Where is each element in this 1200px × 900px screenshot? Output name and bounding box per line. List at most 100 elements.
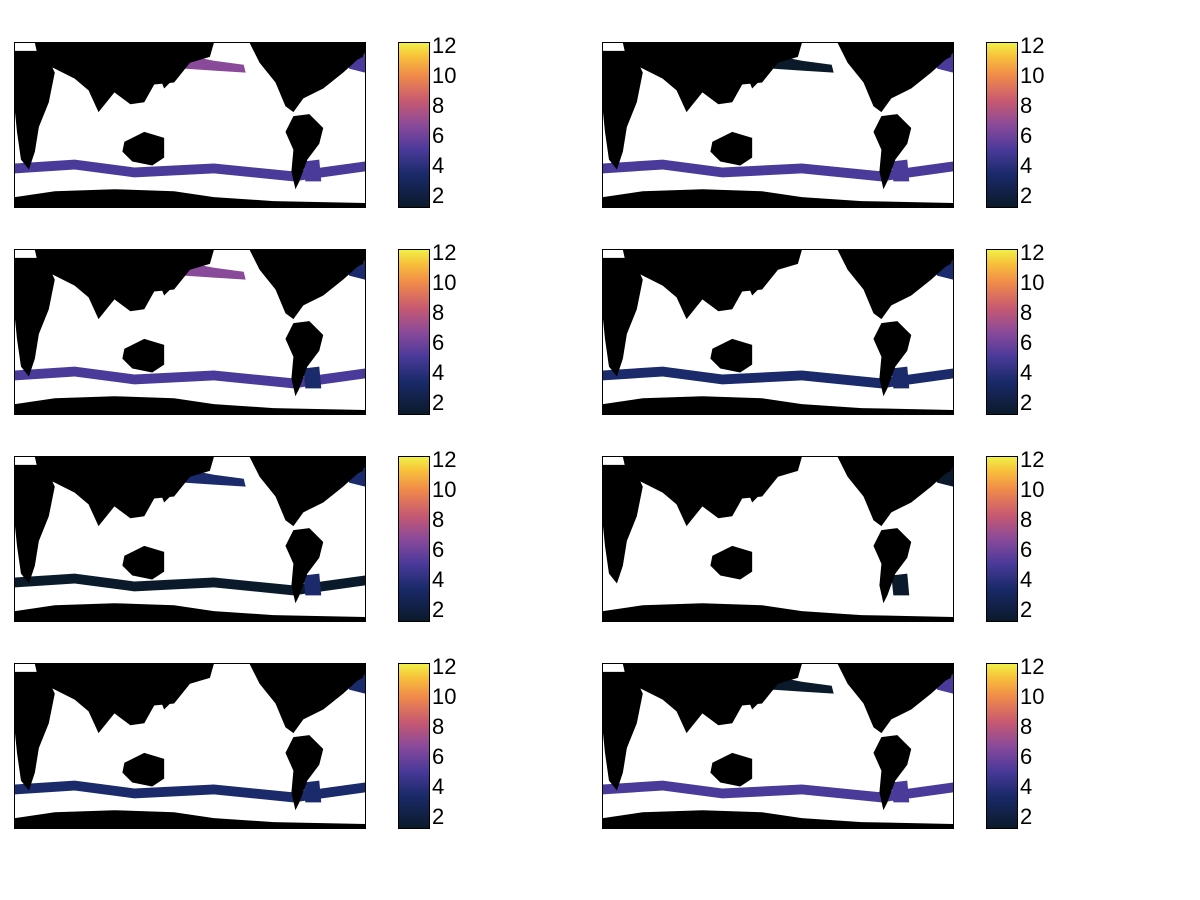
land-antarctica: [15, 603, 365, 621]
colorbar-tick-label: 2: [432, 183, 445, 209]
colorbar-tick-label: 4: [432, 567, 445, 593]
south-atlantic-patch: [891, 780, 910, 803]
colorbar: [398, 249, 430, 415]
colorbar-tick-label: 4: [1020, 567, 1033, 593]
colorbar-ticks: 2 4 6 8 10 12: [432, 449, 482, 622]
colorbar-tick-label: 12: [1020, 33, 1045, 59]
land-japan: [748, 691, 759, 710]
south-atlantic-patch: [891, 159, 910, 182]
colorbar-tick-label: 12: [432, 240, 457, 266]
south-atlantic-patch: [303, 159, 322, 182]
colorbar-tick-label: 10: [432, 684, 457, 710]
land-south-america: [285, 528, 324, 604]
colorbar-ticks: 2 4 6 8 10 12: [432, 242, 482, 416]
land-africa: [15, 464, 55, 584]
land-south-america: [285, 735, 324, 811]
colorbar-tick-label: 4: [432, 153, 445, 179]
southern-ocean-band: [15, 780, 365, 803]
land-south-america: [285, 114, 324, 190]
land-antarctica: [603, 603, 953, 621]
land-australia: [710, 131, 753, 166]
southern-ocean-band: [603, 366, 953, 389]
land-south-america: [873, 114, 912, 190]
map-panel-2: 2 4 6 8 10 12: [602, 35, 1072, 212]
colorbar-tick-label: 6: [1020, 537, 1033, 563]
land-antarctica: [603, 810, 953, 828]
colorbar-ticks: 2 4 6 8 10 12: [1020, 35, 1070, 208]
land-north-america: [837, 457, 953, 527]
land-greenland: [331, 43, 365, 65]
land-japan: [748, 484, 759, 503]
land-africa: [15, 50, 55, 170]
colorbar-ticks: 2 4 6 8 10 12: [432, 656, 482, 829]
map-frame: [14, 663, 366, 829]
land-africa: [603, 671, 643, 791]
colorbar-tick-label: 12: [432, 447, 457, 473]
colorbar: [398, 42, 430, 208]
colorbar-tick-label: 8: [432, 507, 445, 533]
map-panel-8: 2 4 6 8 10 12: [602, 656, 1072, 833]
land-eurasia: [622, 457, 802, 527]
land-australia: [710, 338, 753, 373]
land-australia: [710, 545, 753, 580]
south-atlantic-patch: [303, 780, 322, 803]
colorbar-ticks: 2 4 6 8 10 12: [1020, 242, 1070, 415]
land-australia: [122, 338, 165, 373]
land-south-america: [285, 321, 324, 397]
colorbar-tick-label: 4: [1020, 774, 1033, 800]
colorbar-tick-label: 6: [1020, 744, 1033, 770]
land-japan: [748, 70, 759, 89]
colorbar-tick-label: 6: [1020, 123, 1033, 149]
land-africa: [603, 464, 643, 584]
colorbar: [986, 42, 1018, 208]
colorbar-tick-label: 10: [1020, 684, 1045, 710]
colorbar-tick-label: 8: [432, 93, 445, 119]
map-panel-1: 2 4 6 8 10 12: [14, 35, 484, 212]
land-eurasia: [34, 664, 214, 734]
land-africa: [15, 671, 55, 791]
land-north-america: [837, 664, 953, 734]
land-antarctica: [603, 396, 953, 414]
south-atlantic-patch: [303, 573, 322, 596]
colorbar-tick-label: 12: [432, 33, 457, 59]
land-greenland: [919, 457, 953, 479]
colorbar-tick-label: 10: [432, 270, 457, 296]
map-frame: [602, 663, 954, 829]
map-frame: [14, 249, 366, 415]
colorbar-tick-label: 12: [1020, 447, 1045, 473]
southern-ocean-band: [15, 366, 365, 389]
southern-ocean-band: [15, 159, 365, 182]
map-svg: [15, 664, 365, 828]
land-south-america: [873, 321, 912, 397]
land-eurasia: [34, 43, 214, 113]
colorbar-tick-label: 8: [1020, 714, 1033, 740]
colorbar-tick-label: 6: [432, 330, 445, 356]
colorbar-tick-label: 6: [432, 537, 445, 563]
land-japan: [160, 70, 171, 89]
land-greenland: [919, 664, 953, 686]
map-svg: [15, 457, 365, 621]
colorbar: [398, 456, 430, 622]
colorbar-tick-label: 2: [432, 390, 445, 416]
land-africa: [603, 257, 643, 377]
colorbar-tick-label: 4: [1020, 153, 1033, 179]
colorbar-tick-label: 10: [432, 63, 457, 89]
colorbar-tick-label: 4: [432, 774, 445, 800]
map-panel-7: 2 4 6 8 10 12: [14, 656, 484, 833]
land-antarctica: [15, 810, 365, 828]
map-frame: [602, 42, 954, 208]
land-greenland: [919, 250, 953, 272]
land-australia: [122, 131, 165, 166]
land-australia: [710, 752, 753, 787]
land-eurasia: [622, 250, 802, 320]
colorbar: [986, 249, 1018, 415]
colorbar-tick-label: 6: [432, 744, 445, 770]
land-north-america: [249, 43, 365, 113]
map-frame: [602, 249, 954, 415]
map-frame: [602, 456, 954, 622]
colorbar: [398, 663, 430, 829]
south-atlantic-patch: [303, 366, 322, 389]
land-north-america: [249, 664, 365, 734]
southern-ocean-band: [603, 159, 953, 182]
map-panel-5: 2 4 6 8 10 12: [14, 449, 484, 626]
